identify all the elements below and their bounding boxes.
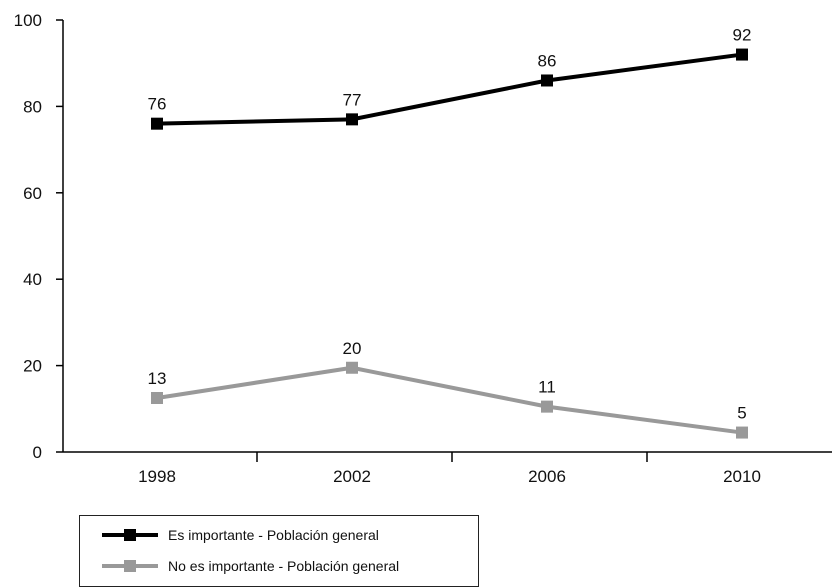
data-point <box>151 392 163 404</box>
data-point <box>736 48 748 61</box>
y-tick-label: 100 <box>14 11 42 30</box>
series-line-1 <box>156 365 743 435</box>
legend-swatch-no-es-importante <box>102 560 158 572</box>
data-label: 11 <box>538 378 556 397</box>
data-label: 77 <box>343 90 362 109</box>
legend: Es importante - Población general No es … <box>79 515 479 587</box>
data-point <box>346 361 358 374</box>
legend-label-es-importante: Es importante - Población general <box>168 527 379 543</box>
y-tick-label: 80 <box>23 97 42 116</box>
data-label: 13 <box>148 369 167 388</box>
legend-swatch-es-importante <box>102 529 158 541</box>
data-point <box>541 74 553 87</box>
data-point <box>736 426 748 439</box>
y-tick-label: 60 <box>23 184 42 203</box>
x-tick-label: 2002 <box>333 467 371 486</box>
data-point <box>541 400 553 413</box>
data-label: 86 <box>538 51 557 70</box>
legend-item-es-importante: Es importante - Población general <box>100 525 379 545</box>
data-label: 92 <box>733 26 752 45</box>
x-tick-label: 2006 <box>528 467 566 486</box>
x-tick-label: 2010 <box>723 467 761 486</box>
legend-item-no-es-importante: No es importante - Población general <box>100 556 399 576</box>
series-line-0 <box>156 52 743 126</box>
x-tick-label: 1998 <box>138 467 176 486</box>
y-tick-label: 40 <box>23 270 42 289</box>
data-label: 76 <box>148 95 167 114</box>
y-tick-label: 0 <box>33 443 42 462</box>
data-point <box>346 113 358 126</box>
data-label: 5 <box>737 404 746 423</box>
data-point <box>151 117 163 130</box>
y-tick-label: 20 <box>23 357 42 376</box>
legend-label-no-es-importante: No es importante - Población general <box>168 558 400 574</box>
data-label: 20 <box>343 339 362 358</box>
